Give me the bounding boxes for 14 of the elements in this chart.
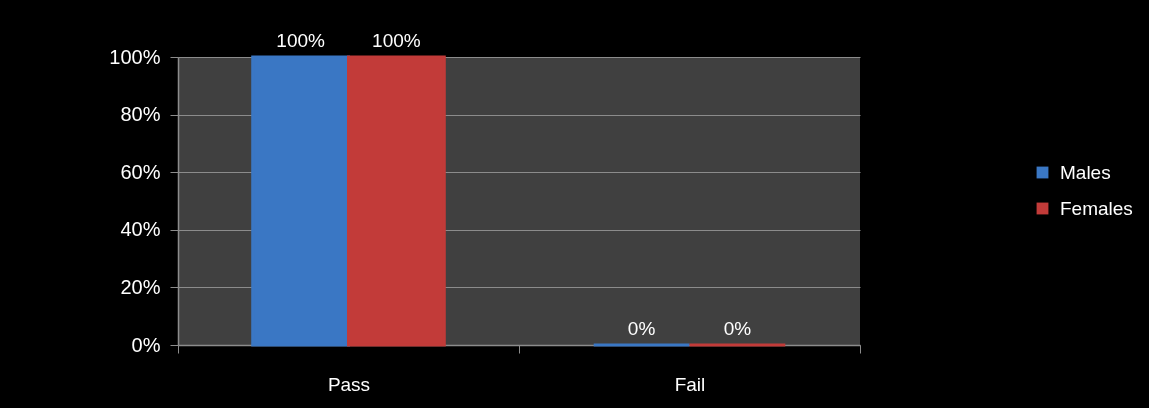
x-tick-label: Fail <box>674 373 706 395</box>
legend-label: Males <box>1060 161 1111 183</box>
data-label: 100% <box>276 30 325 51</box>
y-tick-label: 100% <box>109 45 161 68</box>
x-tick-label: Pass <box>327 373 371 395</box>
y-tick-label: 20% <box>120 275 161 298</box>
data-label: 0% <box>723 318 752 339</box>
y-tick-label: 60% <box>120 160 161 183</box>
legend-label: Females <box>1060 197 1133 219</box>
y-tick-label: 0% <box>131 333 161 356</box>
y-tick-label: 80% <box>120 103 161 126</box>
data-label: 0% <box>627 318 656 339</box>
y-tick-label: 40% <box>120 218 161 241</box>
data-label: 100% <box>372 30 421 51</box>
